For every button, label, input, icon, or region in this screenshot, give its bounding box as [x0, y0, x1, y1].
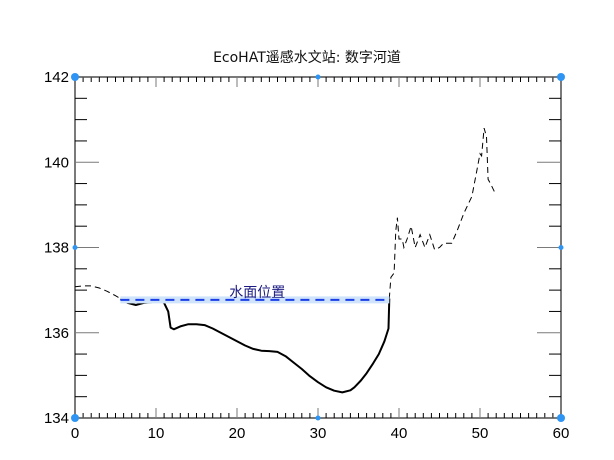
corner-marker	[71, 414, 79, 422]
mid-marker	[315, 74, 321, 80]
corner-marker	[71, 73, 79, 81]
x-tick-label: 0	[71, 425, 79, 442]
plot-frame	[74, 76, 562, 419]
x-tick-label: 20	[229, 425, 246, 442]
mid-marker	[558, 245, 564, 250]
corner-marker	[557, 414, 565, 422]
mid-marker	[315, 415, 321, 421]
water-level-label: 水面位置	[229, 285, 285, 301]
y-tick-label: 138	[44, 240, 69, 257]
mid-marker	[72, 245, 78, 250]
x-tick-label: 40	[391, 425, 408, 442]
x-tick-label: 60	[553, 425, 570, 442]
x-tick-label: 30	[310, 425, 327, 442]
y-tick-label: 142	[44, 69, 69, 86]
river-channel-cross-section-line	[119, 297, 391, 394]
chart-title: EcoHAT遥感水文站: 数字河道	[213, 50, 401, 66]
corner-marker	[557, 73, 565, 81]
y-tick-label: 136	[44, 325, 69, 342]
x-tick-label: 10	[148, 425, 165, 442]
y-tick-label: 134	[44, 410, 69, 427]
y-tick-label: 140	[44, 154, 69, 171]
right-bank-terrain-line	[388, 127, 496, 299]
left-bank-terrain-line	[74, 285, 121, 300]
x-tick-label: 50	[472, 425, 489, 442]
